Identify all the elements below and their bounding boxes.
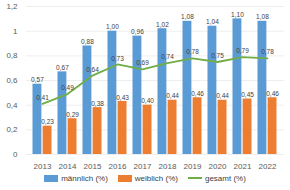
svg-text:0,75: 0,75 bbox=[211, 52, 224, 59]
svg-text:2022: 2022 bbox=[259, 162, 277, 170]
svg-text:0,44: 0,44 bbox=[166, 92, 179, 99]
svg-text:2020: 2020 bbox=[209, 162, 227, 170]
svg-text:0,6: 0,6 bbox=[6, 76, 18, 85]
svg-text:0,4: 0,4 bbox=[6, 101, 18, 110]
svg-text:0,96: 0,96 bbox=[131, 28, 144, 35]
html-text:gesamt (%): gesamt (%) bbox=[205, 173, 246, 183]
svg-text:0: 0 bbox=[13, 150, 18, 159]
svg-text:0,49: 0,49 bbox=[61, 84, 74, 91]
svg-text:1,00: 1,00 bbox=[106, 23, 119, 30]
svg-text:2017: 2017 bbox=[134, 162, 152, 170]
svg-text:0,44: 0,44 bbox=[216, 92, 229, 99]
svg-text:0,41: 0,41 bbox=[36, 94, 49, 101]
svg-text:0,67: 0,67 bbox=[56, 64, 69, 71]
svg-text:2016: 2016 bbox=[109, 162, 127, 170]
svg-text:0,79: 0,79 bbox=[236, 47, 249, 54]
svg-text:1,08: 1,08 bbox=[256, 13, 269, 20]
svg-text:0,40: 0,40 bbox=[141, 97, 154, 104]
svg-text:2014: 2014 bbox=[59, 162, 77, 170]
svg-text:0,69: 0,69 bbox=[136, 59, 149, 66]
svg-text:2015: 2015 bbox=[84, 162, 102, 170]
svg-text:0,78: 0,78 bbox=[186, 48, 199, 55]
svg-text:0,45: 0,45 bbox=[241, 91, 254, 98]
svg-text:0,8: 0,8 bbox=[6, 51, 18, 60]
svg-text:0,46: 0,46 bbox=[266, 90, 279, 97]
svg-text:2018: 2018 bbox=[159, 162, 177, 170]
svg-text:0,74: 0,74 bbox=[161, 53, 174, 60]
svg-text:1,08: 1,08 bbox=[181, 13, 194, 20]
svg-text:0,29: 0,29 bbox=[66, 111, 79, 118]
svg-text:0,23: 0,23 bbox=[41, 118, 54, 125]
svg-text:2013: 2013 bbox=[34, 162, 52, 170]
svg-text:1,2: 1,2 bbox=[6, 2, 18, 11]
svg-text:1,02: 1,02 bbox=[156, 21, 169, 28]
svg-text:1: 1 bbox=[13, 27, 18, 36]
html-text:weiblich (%): weiblich (%) bbox=[134, 173, 178, 183]
svg-text:0,43: 0,43 bbox=[116, 94, 129, 101]
svg-text:1,04: 1,04 bbox=[206, 18, 219, 25]
svg-text:0,78: 0,78 bbox=[261, 48, 274, 55]
svg-text:0,88: 0,88 bbox=[81, 38, 94, 45]
svg-text:0,73: 0,73 bbox=[111, 55, 124, 62]
svg-text:2019: 2019 bbox=[184, 162, 202, 170]
svg-text:0,38: 0,38 bbox=[91, 100, 104, 107]
svg-text:0,2: 0,2 bbox=[6, 125, 18, 134]
svg-text:1,10: 1,10 bbox=[231, 11, 244, 18]
svg-text:0,57: 0,57 bbox=[31, 76, 44, 83]
svg-text:0,64: 0,64 bbox=[86, 66, 99, 73]
html-text:männlich (%): männlich (%) bbox=[61, 173, 108, 183]
svg-text:2021: 2021 bbox=[234, 162, 252, 170]
svg-text:0,46: 0,46 bbox=[191, 90, 204, 97]
